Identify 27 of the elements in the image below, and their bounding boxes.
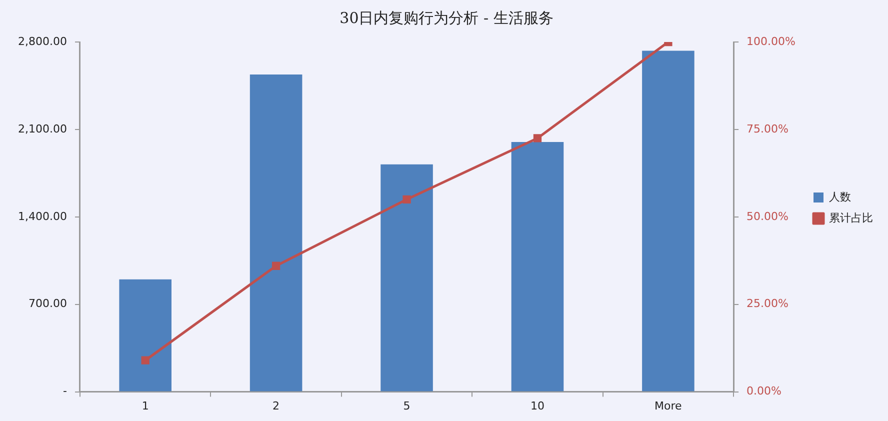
- y2-tick-label: 0.00%: [746, 384, 782, 398]
- y-tick-label: 2,100.00: [18, 122, 67, 136]
- point: [141, 356, 150, 364]
- y2-tick-label: 50.00%: [746, 210, 789, 223]
- point: [533, 134, 542, 142]
- y2-tick-label: 25.00%: [746, 297, 789, 310]
- point: [272, 262, 280, 270]
- bar: [250, 74, 302, 392]
- x-tick-label: More: [654, 399, 682, 412]
- y-tick-label: -: [63, 384, 67, 398]
- x-tick-label: 2: [272, 399, 280, 412]
- bar: [511, 142, 564, 392]
- bar: [119, 279, 172, 392]
- x-tick-label: 5: [403, 399, 410, 412]
- bar: [642, 50, 694, 392]
- bar: [380, 164, 433, 392]
- y2-tick-label: 75.00%: [746, 122, 789, 136]
- y-tick-label: 1,400.00: [18, 210, 67, 223]
- x-tick-label: 1: [142, 399, 149, 412]
- y2-tick-label: 100.00%: [746, 34, 796, 48]
- y-tick-label: 700.00: [28, 297, 67, 310]
- point: [402, 195, 411, 204]
- chart-title: 30日内复购行为分析 - 生活服务: [340, 8, 554, 27]
- x-tick-label: 10: [530, 399, 544, 412]
- legend-label: 累计占比: [829, 211, 873, 224]
- legend-label: 人数: [829, 190, 851, 204]
- y-tick-label: 2,800.00: [18, 34, 67, 48]
